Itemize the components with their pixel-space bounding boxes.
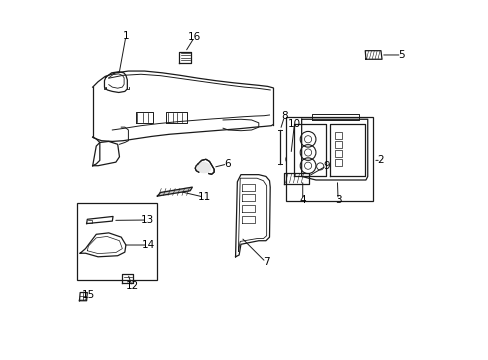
Text: 12: 12 [125,282,139,292]
Text: 4: 4 [299,195,305,204]
Text: 8: 8 [281,111,287,121]
Bar [334,159,342,166]
Text: 14: 14 [141,240,154,250]
Text: 3: 3 [334,195,341,204]
Ellipse shape [196,162,210,172]
Bar [334,141,342,148]
Text: 10: 10 [287,118,301,129]
Text: 13: 13 [141,215,154,225]
Text: 15: 15 [81,290,95,300]
Bar [285,117,372,202]
Circle shape [288,157,292,161]
Text: 6: 6 [224,159,230,169]
Text: 1: 1 [122,31,129,41]
Text: 2: 2 [377,156,384,165]
Text: 11: 11 [197,192,210,202]
Text: 16: 16 [187,32,201,42]
Text: 7: 7 [262,257,269,267]
Bar [334,132,342,139]
Bar [334,150,342,157]
Text: 9: 9 [323,161,329,171]
Polygon shape [157,187,192,196]
Text: 5: 5 [398,50,404,60]
Bar [77,203,157,280]
